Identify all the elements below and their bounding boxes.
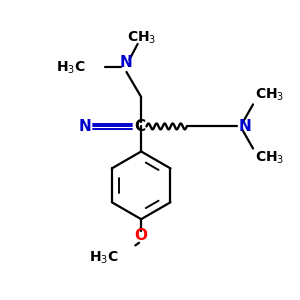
Text: CH$_3$: CH$_3$ (254, 150, 284, 166)
Text: C: C (134, 119, 145, 134)
Text: N: N (120, 56, 133, 70)
Text: CH$_3$: CH$_3$ (254, 86, 284, 103)
Text: N: N (79, 119, 92, 134)
Text: H$_3$C: H$_3$C (89, 250, 119, 266)
Text: H$_3$C: H$_3$C (56, 59, 85, 76)
Text: N: N (239, 119, 252, 134)
Text: O: O (135, 228, 148, 243)
Text: CH$_3$: CH$_3$ (127, 30, 156, 46)
